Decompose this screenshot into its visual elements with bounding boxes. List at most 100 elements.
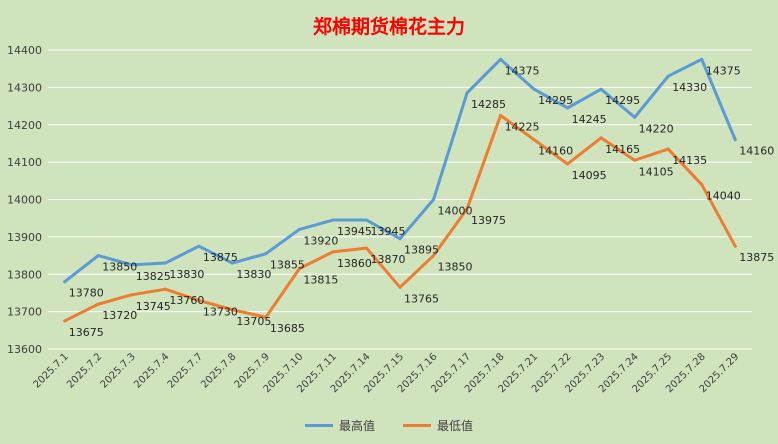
data-label: 14295 — [538, 94, 573, 107]
y-tick-label: 13800 — [7, 268, 42, 281]
x-tick-label: 2025.7.2 — [65, 351, 104, 390]
data-label: 14160 — [739, 145, 774, 158]
data-point — [297, 267, 301, 271]
data-label: 13815 — [303, 274, 338, 287]
data-label: 13685 — [270, 322, 305, 335]
data-point — [599, 87, 603, 91]
data-point — [163, 261, 167, 265]
data-point — [633, 115, 637, 119]
x-tick-label: 2025.7.1 — [32, 351, 71, 390]
data-point — [264, 252, 268, 256]
legend: 最高值 最低值 — [0, 417, 778, 434]
legend-label-low: 最低值 — [437, 419, 474, 433]
data-label: 13850 — [438, 261, 473, 274]
data-point — [297, 227, 301, 231]
data-point — [96, 254, 100, 258]
y-tick-label: 13600 — [7, 343, 42, 356]
x-tick-label: 2025.7.7 — [166, 351, 205, 390]
data-label: 13850 — [102, 261, 137, 274]
data-label: 13675 — [69, 326, 104, 339]
data-label: 14160 — [538, 145, 573, 158]
data-label: 14375 — [505, 64, 540, 77]
data-label: 13855 — [270, 259, 305, 272]
legend-item-high: 最高值 — [304, 417, 375, 434]
data-label: 14285 — [471, 98, 506, 111]
data-point — [432, 198, 436, 201]
data-label: 13945 — [370, 225, 405, 238]
data-label: 14105 — [639, 165, 674, 178]
data-label: 13945 — [337, 225, 372, 238]
data-label: 13720 — [102, 309, 137, 322]
data-point — [230, 308, 234, 312]
data-label: 14375 — [706, 64, 741, 77]
data-point — [733, 244, 737, 248]
data-label: 13875 — [739, 251, 774, 264]
data-label: 13875 — [203, 251, 238, 264]
data-point — [63, 319, 67, 323]
x-tick-label: 2025.7.8 — [199, 351, 238, 390]
data-label: 13780 — [69, 287, 104, 300]
y-tick-label: 14000 — [7, 194, 42, 207]
data-label: 14095 — [572, 169, 607, 182]
data-point — [566, 106, 570, 110]
data-label: 13765 — [404, 292, 439, 305]
data-label: 13975 — [471, 214, 506, 227]
x-tick-label: 2025.7.4 — [132, 351, 171, 390]
data-point — [432, 254, 436, 258]
data-point — [163, 287, 167, 291]
data-point — [197, 244, 201, 248]
y-tick-label: 13900 — [7, 231, 42, 244]
data-point — [733, 138, 737, 142]
data-point — [197, 298, 201, 302]
series-line-high — [63, 57, 737, 284]
data-label: 14135 — [672, 154, 707, 167]
data-label: 13830 — [236, 268, 271, 281]
data-label: 14295 — [605, 94, 640, 107]
data-label: 13920 — [303, 234, 338, 247]
data-point — [465, 91, 469, 95]
data-label: 13730 — [203, 305, 238, 318]
data-point — [364, 246, 368, 250]
data-point — [700, 57, 704, 61]
data-label: 14225 — [505, 120, 540, 133]
data-label: 14220 — [639, 122, 674, 135]
data-point — [566, 162, 570, 166]
y-tick-label: 14200 — [7, 119, 42, 132]
data-point — [532, 138, 536, 142]
y-tick-label: 14400 — [7, 44, 42, 57]
y-tick-label: 14300 — [7, 81, 42, 94]
x-tick-label: 2025.7.3 — [99, 351, 138, 390]
data-point — [633, 158, 637, 162]
data-label: 13760 — [169, 294, 204, 307]
data-label: 14330 — [672, 81, 707, 94]
data-label: 13745 — [136, 300, 171, 313]
data-point — [532, 87, 536, 91]
data-point — [398, 237, 402, 241]
data-label: 14040 — [706, 190, 741, 203]
data-point — [465, 207, 469, 211]
data-point — [398, 285, 402, 289]
data-label: 13895 — [404, 244, 439, 257]
data-point — [130, 263, 134, 267]
data-point — [499, 113, 503, 117]
data-point — [63, 280, 67, 284]
data-point — [130, 293, 134, 297]
legend-label-high: 最高值 — [338, 419, 375, 433]
legend-item-low: 最低值 — [403, 417, 473, 434]
legend-swatch-low — [403, 424, 431, 427]
data-point — [700, 183, 704, 187]
data-point — [96, 302, 100, 306]
data-point — [666, 74, 670, 78]
data-label: 14245 — [572, 113, 607, 126]
data-point — [364, 218, 368, 222]
data-label: 13870 — [370, 253, 405, 266]
data-point — [264, 315, 268, 319]
y-tick-label: 14100 — [7, 156, 42, 169]
data-label: 13705 — [236, 315, 271, 328]
data-point — [331, 250, 335, 254]
data-label: 14000 — [438, 205, 473, 218]
data-label: 14165 — [605, 143, 640, 156]
y-tick-label: 13700 — [7, 306, 42, 319]
chart-title: 郑棉期货棉花主力 — [312, 16, 465, 38]
